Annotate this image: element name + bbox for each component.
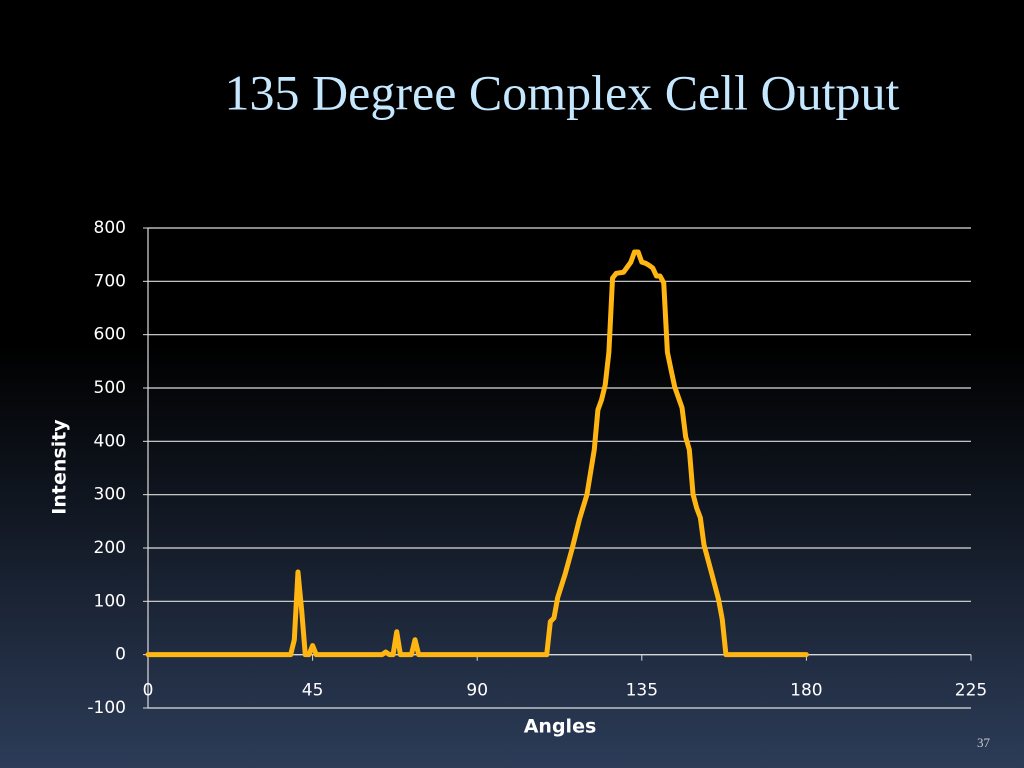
y-tick-label: -100: [87, 698, 126, 718]
x-tick-label: 135: [626, 681, 658, 701]
x-tick-label: 45: [302, 681, 324, 701]
y-tick-label: 600: [94, 325, 126, 345]
y-tick-label: 400: [94, 431, 126, 451]
chart-title: 135 Degree Complex Cell Output: [225, 64, 900, 120]
x-tick-label: 180: [790, 681, 822, 701]
y-axis-title: Intensity: [49, 419, 71, 515]
y-tick-label: 0: [115, 645, 126, 665]
x-axis-title: Angles: [524, 716, 597, 738]
x-tick-label: 90: [466, 681, 488, 701]
x-tick-label: 0: [143, 681, 154, 701]
page-number: 37: [977, 735, 991, 750]
y-tick-label: 100: [94, 591, 126, 611]
y-tick-label: 500: [94, 378, 126, 398]
y-tick-label: 300: [94, 485, 126, 505]
data-line: [145, 249, 809, 658]
y-tick-label: 800: [94, 218, 126, 238]
x-tick-label: 225: [955, 681, 987, 701]
y-tick-label: 200: [94, 538, 126, 558]
y-tick-label: 700: [94, 271, 126, 291]
